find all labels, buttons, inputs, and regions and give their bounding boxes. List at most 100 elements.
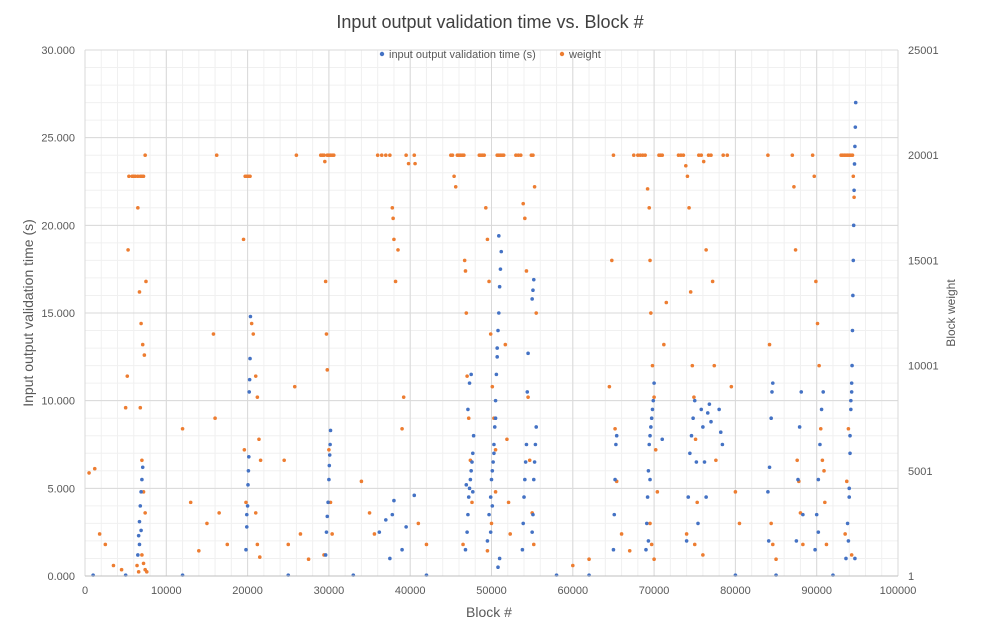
data-point	[813, 547, 817, 552]
data-point	[684, 532, 689, 536]
data-point	[508, 532, 512, 536]
data-point	[795, 458, 799, 463]
data-point	[497, 311, 501, 315]
data-point	[462, 258, 467, 263]
data-point	[461, 542, 465, 547]
data-point	[701, 553, 705, 557]
data-point	[714, 458, 718, 463]
data-point	[324, 530, 329, 534]
data-point	[471, 451, 475, 456]
data-point	[705, 411, 710, 415]
data-point	[140, 458, 144, 463]
data-point	[737, 521, 742, 526]
data-point	[647, 442, 652, 447]
data-point	[292, 384, 297, 389]
data-point	[850, 328, 855, 333]
data-point	[691, 416, 695, 421]
data-point	[139, 490, 143, 494]
data-point	[424, 542, 429, 547]
data-point	[494, 372, 499, 377]
data-point	[326, 500, 330, 505]
data-point	[770, 390, 774, 394]
data-point	[140, 477, 144, 482]
data-point	[244, 547, 248, 552]
data-point	[849, 390, 854, 394]
data-point	[251, 332, 256, 336]
data-point	[767, 465, 772, 470]
data-point	[533, 442, 538, 447]
data-point	[766, 539, 771, 543]
data-point	[694, 460, 699, 464]
data-point	[450, 153, 455, 158]
data-point	[797, 425, 802, 429]
data-point	[699, 407, 704, 412]
data-point	[137, 542, 142, 547]
data-point	[469, 469, 473, 473]
data-point	[214, 153, 219, 158]
data-point	[851, 223, 856, 228]
data-point	[796, 477, 800, 482]
y-tick-label: 5.000	[47, 483, 75, 495]
data-point	[650, 407, 655, 412]
data-point	[852, 188, 856, 193]
data-point	[327, 447, 331, 452]
data-point	[246, 483, 250, 487]
data-point	[327, 463, 332, 468]
data-point	[847, 495, 852, 499]
data-point	[631, 153, 636, 158]
data-point	[848, 433, 852, 438]
data-point	[493, 416, 498, 421]
data-point	[774, 557, 778, 561]
data-point	[471, 490, 475, 494]
data-point	[649, 425, 653, 429]
data-point	[140, 465, 145, 470]
data-point	[488, 495, 493, 499]
data-point	[814, 279, 818, 284]
data-point	[470, 460, 474, 464]
data-point	[853, 125, 858, 129]
data-point	[645, 187, 650, 191]
data-point	[644, 521, 649, 526]
data-point	[824, 542, 829, 547]
data-point	[687, 206, 691, 210]
data-point	[801, 512, 805, 517]
data-point	[613, 477, 617, 482]
data-point	[816, 530, 821, 534]
data-point	[463, 269, 468, 273]
data-point	[817, 363, 821, 368]
data-point	[197, 548, 201, 553]
data-point	[505, 437, 509, 442]
y-tick-label: 0.000	[47, 571, 75, 583]
axes: 0 10000 20000 30000 40000 50000 60000 70000 8000…	[41, 45, 938, 597]
data-point	[852, 195, 856, 200]
data-point	[525, 390, 530, 394]
data-point	[390, 206, 395, 210]
data-point	[384, 518, 388, 522]
data-point	[213, 416, 217, 421]
data-series	[87, 100, 858, 577]
data-point	[144, 279, 148, 284]
data-point	[247, 377, 252, 382]
data-point	[532, 184, 537, 189]
data-point	[488, 332, 493, 336]
data-point	[247, 454, 251, 459]
x-tick-label: 20000	[232, 585, 263, 597]
data-point	[137, 519, 142, 524]
data-point	[416, 521, 421, 526]
data-point	[258, 458, 263, 463]
data-point	[729, 384, 734, 389]
data-point	[812, 174, 817, 179]
y-axis-title: Input output validation time (s)	[20, 219, 36, 407]
data-point	[331, 153, 336, 158]
data-point	[413, 161, 417, 166]
data-point	[844, 556, 848, 561]
data-point	[282, 458, 286, 463]
data-point	[518, 153, 523, 158]
data-point	[328, 442, 332, 447]
data-point	[242, 447, 247, 452]
y-tick-label: 30.000	[41, 45, 75, 57]
data-point	[693, 437, 698, 442]
data-point	[607, 384, 612, 389]
